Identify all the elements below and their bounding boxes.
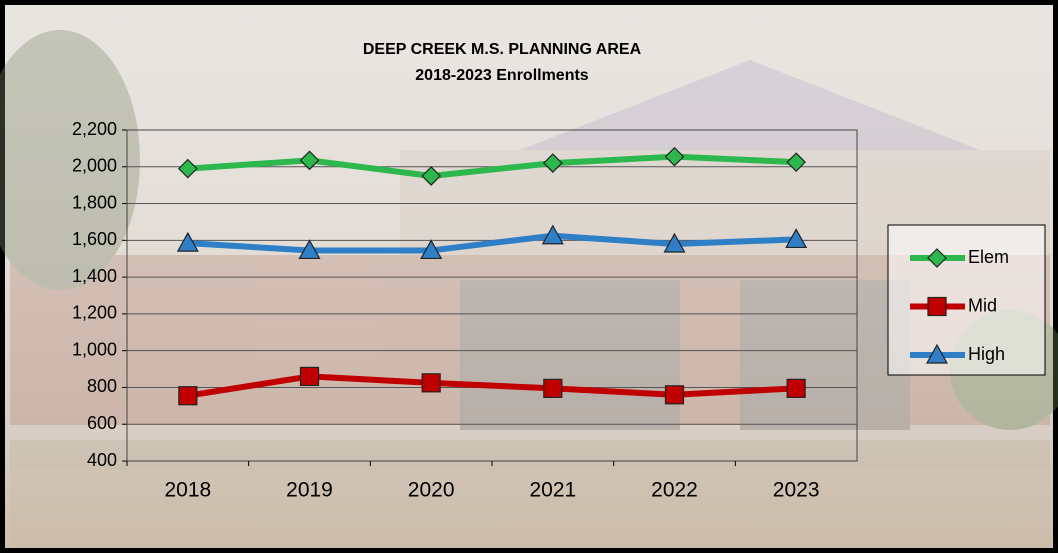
marker — [179, 387, 197, 405]
chart-title: DEEP CREEK M.S. PLANNING AREA — [363, 41, 642, 58]
marker — [422, 374, 440, 392]
chart-subtitle: 2018-2023 Enrollments — [415, 67, 589, 84]
x-tick-label: 2022 — [651, 479, 698, 502]
y-tick-label: 600 — [87, 413, 117, 433]
y-tick-label: 1,800 — [72, 192, 117, 212]
y-tick-label: 2,200 — [72, 119, 117, 139]
y-tick-label: 1,400 — [72, 266, 117, 286]
y-tick-label: 1,200 — [72, 303, 117, 323]
marker — [544, 379, 562, 397]
legend-label: High — [968, 344, 1005, 364]
x-tick-label: 2023 — [773, 479, 820, 502]
y-tick-label: 800 — [87, 376, 117, 396]
marker — [666, 386, 684, 404]
marker — [928, 298, 946, 316]
y-tick-label: 1,600 — [72, 229, 117, 249]
x-tick-label: 2018 — [164, 479, 211, 502]
legend-marker — [928, 298, 946, 316]
marker — [301, 367, 319, 385]
y-tick-label: 2,000 — [72, 156, 117, 176]
chart: DEEP CREEK M.S. PLANNING AREA 2018-2023 … — [0, 0, 1058, 553]
x-tick-label: 2020 — [408, 479, 455, 502]
x-tick-label: 2019 — [286, 479, 333, 502]
legend-label: Mid — [968, 295, 997, 315]
legend-label: Elem — [968, 247, 1009, 267]
marker — [787, 379, 805, 397]
y-tick-label: 400 — [87, 450, 117, 470]
page: DEEP CREEK M.S. PLANNING AREA 2018-2023 … — [0, 0, 1058, 553]
y-tick-label: 1,000 — [72, 339, 117, 359]
x-tick-label: 2021 — [529, 479, 576, 502]
